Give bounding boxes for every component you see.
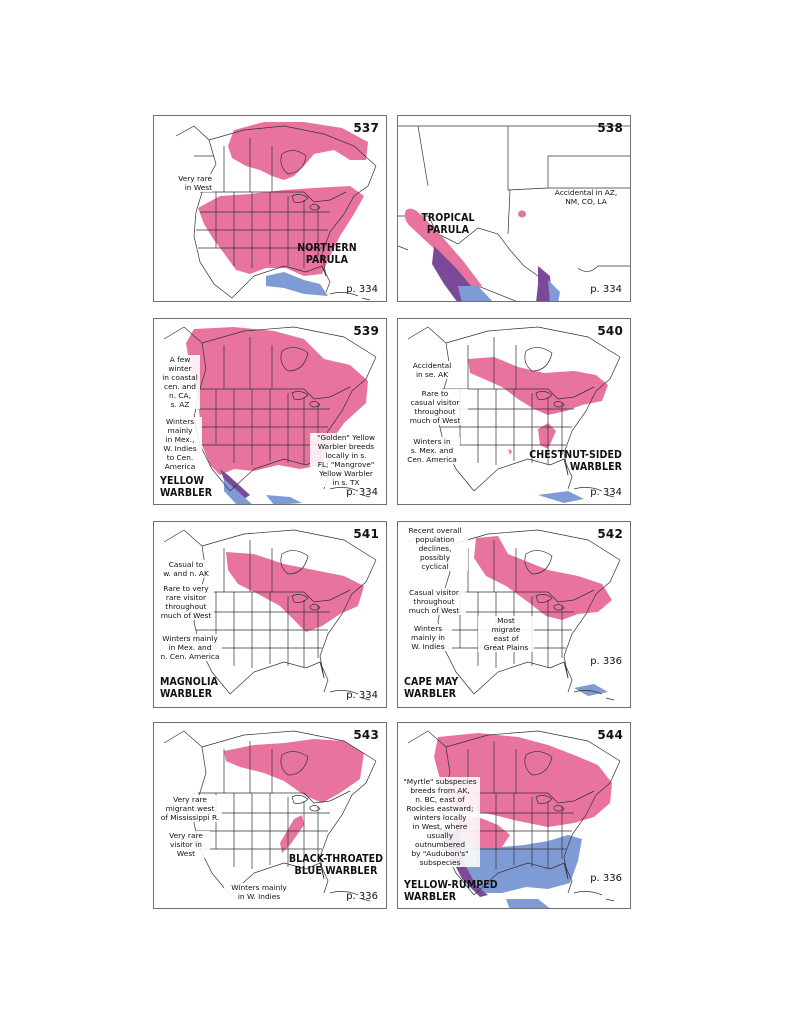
range-note: Very rare migrant west of Mississippi R. [158,795,222,822]
range-note: Accidental in se. AK [408,361,456,379]
winter-range-area [266,272,328,296]
range-map-539: 539 A few winter in coastal cen. and n. … [153,318,387,505]
range-map-538-graphic [398,125,630,301]
breeding-range-area [468,357,608,415]
range-map-541: 541 Casual to w. and n. AK Rare to very … [153,521,387,708]
breeding-range-area [474,536,612,620]
map-number: 538 [597,121,623,135]
range-note: Most migrate east of Great Plains [478,616,534,652]
range-note: "Golden" Yellow Warbler breeds locally i… [310,433,382,487]
map-number: 542 [597,527,623,541]
range-map-537-graphic [175,122,377,301]
breeding-range-area [224,739,364,803]
range-map-538: 538 Accidental in AZ, NM, CO, LA TROPICA… [397,115,631,302]
range-note: Very rare in West [164,174,212,192]
breeding-range-area [508,423,556,455]
range-map-540: 540 Accidental in se. AK Rare to casual … [397,318,631,505]
range-map-537: 537 Very rare in West NORTHERN PARULA p.… [153,115,387,302]
breeding-range-area [518,210,526,218]
breeding-range-area [404,208,482,294]
map-number: 544 [597,728,623,742]
page-reference: p. 334 [590,284,622,295]
year-round-range-area [536,266,552,301]
species-name: CHESTNUT-SIDED WARBLER [529,449,622,473]
range-note: Casual visitor throughout much of West [402,588,466,615]
page-reference: p. 336 [590,656,622,667]
species-name: MAGNOLIA WARBLER [160,676,219,700]
map-number: 543 [353,728,379,742]
range-note: Casual to w. and n. AK [158,560,214,578]
winter-range-area [458,286,493,301]
species-name: YELLOW WARBLER [160,475,213,499]
range-map-543: 543 Very rare migrant west of Mississipp… [153,722,387,909]
page-reference: p. 334 [590,487,622,498]
range-map-542: 542 Recent overall population declines, … [397,521,631,708]
range-note: Winters mainly in Mex. and n. Cen. Ameri… [158,634,222,661]
species-name: YELLOW-RUMPED WARBLER [404,879,498,903]
range-note: Winters in s. Mex. and Cen. America [404,437,460,464]
species-name: CAPE MAY WARBLER [404,676,459,700]
range-note: Rare to very rare visitor throughout muc… [158,584,214,620]
map-number: 541 [353,527,379,541]
range-note: "Myrtle" subspecies breeds from AK, n. B… [400,777,480,867]
range-note: Accidental in AZ, NM, CO, LA [554,188,618,206]
map-number: 540 [597,324,623,338]
range-note: A few winter in coastal cen. and n. CA, … [160,355,200,409]
range-note: Recent overall population declines, poss… [402,526,468,571]
winter-range-area [224,479,302,504]
winter-range-area [574,684,608,696]
range-note: Winters mainly in W. Indies [224,883,294,901]
range-note: Very rare visitor in West [162,831,210,858]
range-note: Winters mainly in W. Indies [404,624,452,651]
range-map-542-graphic [407,529,621,701]
species-name: NORTHERN PARULA [297,242,357,266]
map-number: 539 [353,324,379,338]
winter-range-area [548,280,560,301]
species-name: TROPICAL PARULA [421,212,475,236]
range-note: Winters mainly in Mex., W. Indies to Cen… [158,417,202,471]
range-map-544: 544 "Myrtle" subspecies breeds from AK, … [397,722,631,909]
winter-range-area [458,835,582,893]
page-reference: p. 336 [346,891,378,902]
year-round-range-area [220,469,250,499]
page-reference: p. 334 [346,487,378,498]
winter-range-area [506,899,550,908]
range-map-541-graphic [163,529,377,701]
range-note: Rare to casual visitor throughout much o… [402,389,468,425]
page-reference: p. 334 [346,690,378,701]
range-map-543-graphic [163,730,377,902]
breeding-range-area [280,815,304,853]
map-number: 537 [353,121,379,135]
page-reference: p. 336 [590,873,622,884]
page-reference: p. 334 [346,284,378,295]
species-name: BLACK-THROATED BLUE WARBLER [288,853,384,877]
winter-range-area [538,491,584,503]
range-map-540-graphic [407,326,621,503]
